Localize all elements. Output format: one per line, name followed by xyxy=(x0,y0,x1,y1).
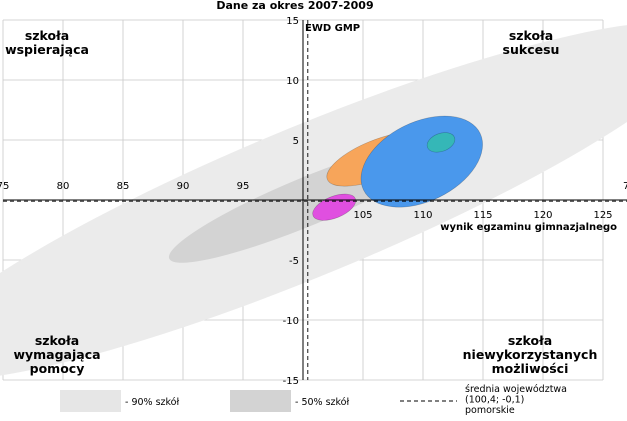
y-tick-label: 5 xyxy=(293,136,299,147)
y-axis-label: EWD GMP xyxy=(305,23,360,34)
legend-label-mean-line: pomorskie xyxy=(465,405,515,416)
legend-swatch-90 xyxy=(60,390,121,412)
x-tick-label: 90 xyxy=(177,181,190,192)
x-tick-label: 95 xyxy=(237,181,250,192)
quadrant-label-top-right-line: szkoła xyxy=(509,28,553,43)
quadrant-label-bottom-left-line: szkoła xyxy=(35,333,79,348)
x-tick-label: 85 xyxy=(117,181,130,192)
quadrant-label-top-right-line: sukcesu xyxy=(503,42,560,57)
quadrant-label-bottom-right: szkoła niewykorzystanych możliwości xyxy=(463,333,598,376)
legend-label-mean-line: (100,4; -0,1) xyxy=(465,395,524,406)
x-tick-label: 105 xyxy=(353,210,372,221)
x-tick-label: 120 xyxy=(533,210,552,221)
quadrant-label-bottom-right-line: niewykorzystanych xyxy=(463,347,598,362)
quadrant-label-top-left-line: szkoła xyxy=(25,28,69,43)
legend-label-mean-line: średnia województwa xyxy=(465,384,567,395)
quadrant-label-top-left: szkoła wspierająca xyxy=(5,28,89,57)
legend-label-50: - 50% szkół xyxy=(295,397,349,408)
tick-labels: 7580859095105110115120125715105-5-10-15 xyxy=(0,16,627,387)
y-tick-label: -10 xyxy=(283,316,299,327)
legend: - 90% szkół - 50% szkół średnia województw… xyxy=(60,384,567,416)
quadrant-label-bottom-left: szkoła wymagająca pomocy xyxy=(13,333,100,376)
x-tick-label: 110 xyxy=(413,210,432,221)
data-ellipse xyxy=(426,132,456,153)
x-axis-label: wynik egzaminu gimnazjalnego xyxy=(440,222,617,233)
quadrant-label-bottom-right-line: możliwości xyxy=(492,361,569,376)
quadrant-label-top-left-line: wspierająca xyxy=(5,42,89,57)
data-ellipses xyxy=(312,115,483,221)
x-tick-label: 125 xyxy=(593,210,612,221)
data-ellipse xyxy=(312,193,357,221)
y-tick-label: -15 xyxy=(283,376,299,387)
y-tick-label: 15 xyxy=(286,16,299,27)
x-tick-label: 80 xyxy=(57,181,70,192)
chart-title: Dane za okres 2007-2009 xyxy=(216,0,373,12)
legend-label-90: - 90% szkół xyxy=(125,397,179,408)
quadrant-label-bottom-left-line: wymagająca xyxy=(13,347,100,362)
legend-swatch-50 xyxy=(230,390,291,412)
x-tick-label: 115 xyxy=(473,210,492,221)
quadrant-label-top-right: szkoła sukcesu xyxy=(503,28,560,57)
axes xyxy=(3,20,627,380)
x-tick-label: 7 xyxy=(623,181,627,192)
y-tick-label: -5 xyxy=(289,256,299,267)
legend-label-mean: średnia województwa (100,4; -0,1) pomorski… xyxy=(465,384,567,416)
quadrant-label-bottom-left-line: pomocy xyxy=(30,361,85,376)
quadrant-label-bottom-right-line: szkoła xyxy=(508,333,552,348)
x-tick-label: 75 xyxy=(0,181,9,192)
y-tick-label: 10 xyxy=(286,76,299,87)
